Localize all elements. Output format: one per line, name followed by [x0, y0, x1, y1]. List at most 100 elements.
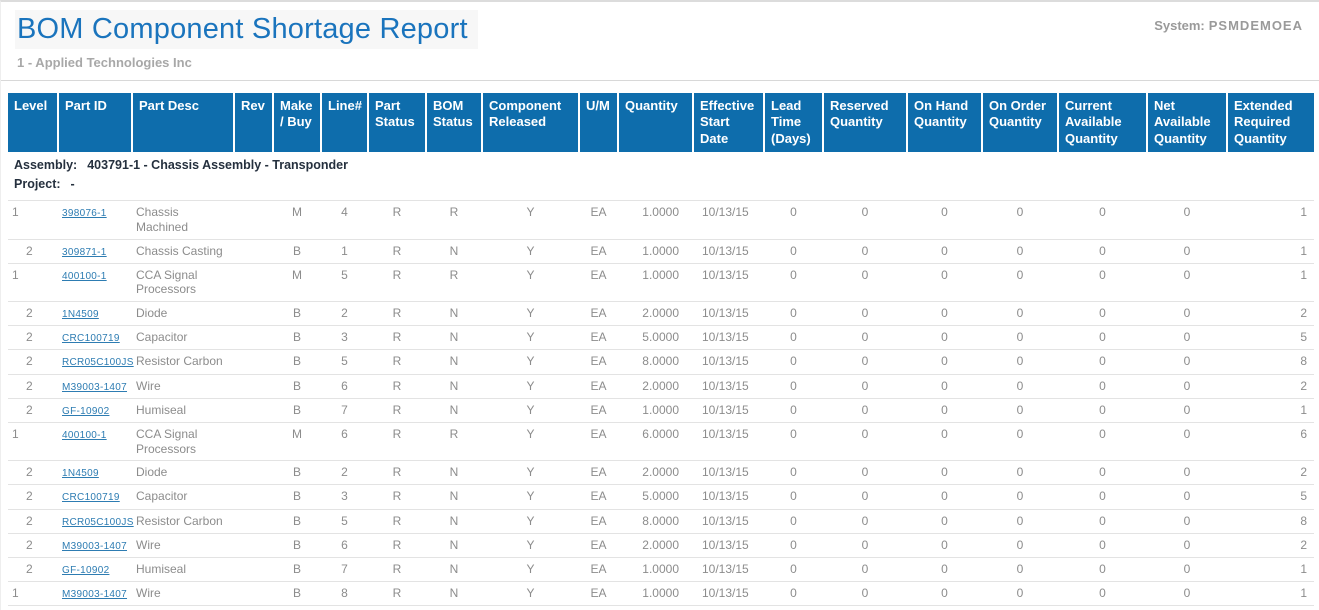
part-id-link[interactable]: GF-10902 — [62, 564, 110, 576]
cell-part_status: R — [368, 605, 426, 610]
cell-on_order: 0 — [982, 484, 1058, 509]
cell-make_buy: B — [273, 373, 321, 399]
cell-make_buy: B — [273, 325, 321, 350]
table-row: 1 400100-1 CCA Signal Processors M 5 R R Y EA 1.0… — [8, 262, 1314, 302]
cell-net_avail: 0 — [1147, 556, 1227, 582]
cell-desc: Chassis Machined — [132, 200, 234, 239]
cell-cur_avail: 0 — [1058, 349, 1147, 374]
cell-released: Y — [482, 581, 579, 606]
cell-ext_req: 5 — [1227, 325, 1314, 350]
cell-part_id: MA100284 — [58, 605, 132, 610]
part-id-link[interactable]: CRC100719 — [62, 492, 120, 504]
cell-make_buy: B — [273, 238, 321, 264]
part-id-link[interactable]: RCR05C100JS — [62, 357, 134, 369]
cell-qty: 2.0000 — [618, 300, 693, 326]
cell-level: 2 — [8, 373, 58, 399]
cell-part_id: 1N4509 — [58, 460, 132, 485]
assembly-label: Assembly: — [14, 157, 78, 172]
cell-level: 2 — [8, 238, 58, 264]
cell-eff_date: 10/13/15 — [693, 460, 764, 485]
cell-um: EA — [579, 581, 618, 606]
cell-make_buy: B — [273, 581, 321, 606]
cell-level: 1 — [8, 421, 58, 461]
cell-bom_status: N — [426, 460, 482, 485]
cell-rev — [234, 421, 273, 461]
part-id-link[interactable]: 309871-1 — [62, 246, 107, 258]
cell-net_avail: 0 — [1147, 581, 1227, 606]
cell-on_hand: 0 — [907, 325, 982, 350]
part-id-link[interactable]: GF-10902 — [62, 405, 110, 417]
part-id-link[interactable]: 400100-1 — [62, 429, 107, 441]
part-id-link[interactable]: CRC100719 — [62, 333, 120, 345]
part-id-link[interactable]: 1N4509 — [62, 308, 99, 320]
cell-level: 1 — [8, 200, 58, 239]
table-header: Level Part ID Part Desc Rev Make / Buy Line# P… — [8, 93, 1314, 152]
cell-level: 2 — [8, 532, 58, 558]
cell-make_buy: B — [273, 460, 321, 485]
cell-bom_status: N — [426, 556, 482, 582]
part-id-link[interactable]: M39003-1407 — [62, 540, 128, 552]
part-id-link[interactable]: M39003-1407 — [62, 381, 128, 393]
cell-level: 1 — [8, 262, 58, 302]
cell-desc: Wire — [132, 373, 234, 399]
cell-desc: Humiseal — [132, 397, 234, 423]
cell-on_hand: 0 — [907, 397, 982, 423]
cell-qty: 1.0000 — [618, 238, 693, 264]
table-row: 1 M39003-1407 Wire B 8 R N Y EA 1.0000 10/13/15 0 0 0… — [8, 581, 1314, 606]
cell-released: Y — [482, 556, 579, 582]
cell-eff_date: 10/13/15 — [693, 508, 764, 534]
cell-lead: 0 — [764, 238, 823, 264]
cell-part_id: 1N4509 — [58, 300, 132, 326]
cell-bom_status: N — [426, 484, 482, 509]
cell-line: 5 — [321, 508, 368, 534]
cell-released: Y — [482, 532, 579, 558]
cell-released: Y — [482, 484, 579, 509]
cell-desc: Diode — [132, 460, 234, 485]
table-row: 1 400100-1 CCA Signal Processors M 6 R R Y EA 6.0… — [8, 421, 1314, 461]
cell-reserved: 0 — [823, 238, 907, 264]
part-id-link[interactable]: 1N4509 — [62, 468, 99, 480]
cell-bom_status: N — [426, 325, 482, 350]
assembly-band: Assembly: 403791-1 - Chassis Assembly - T… — [8, 152, 1314, 201]
cell-desc: Chassis Casting — [132, 238, 234, 264]
cell-bom_status: N — [426, 238, 482, 264]
cell-part_id: CRC100719 — [58, 325, 132, 350]
table-row: 2 1N4509 Diode B 2 R N Y EA 2.0000 10/13/15 0 0 0 0 0 0 2 — [8, 460, 1314, 485]
cell-part_status: R — [368, 397, 426, 423]
cell-part_id: GF-10902 — [58, 397, 132, 423]
cell-on_hand: 0 — [907, 581, 982, 606]
part-id-link[interactable]: M39003-1407 — [62, 589, 128, 601]
table-row: 2 RCR05C100JS Resistor Carbon B 5 R N Y EA 8.0000… — [8, 349, 1314, 374]
cell-part_status: R — [368, 373, 426, 399]
part-id-link[interactable]: 400100-1 — [62, 270, 107, 282]
cell-released: Y — [482, 349, 579, 374]
cell-qty: 1.0000 — [618, 581, 693, 606]
cell-desc: Resistor Carbon — [132, 349, 234, 374]
part-id-link[interactable]: RCR05C100JS — [62, 516, 134, 528]
cell-part_id: RCR05C100JS — [58, 508, 134, 534]
table-row: 2 M39003-1407 Wire B 6 R N Y EA 2.0000 10/13/15 0 0 0… — [8, 373, 1314, 399]
cell-bom_status: R — [426, 605, 482, 610]
cell-on_order: 0 — [982, 325, 1058, 350]
column-header-desc: Part Desc — [131, 93, 234, 152]
part-id-link[interactable]: 398076-1 — [62, 208, 107, 220]
cell-net_avail: 0 — [1147, 460, 1227, 485]
cell-lead: 0 — [764, 397, 823, 423]
cell-net_avail: 0 — [1147, 325, 1227, 350]
cell-cur_avail: 0 — [1058, 300, 1147, 326]
cell-part_status: R — [368, 325, 426, 350]
cell-bom_status: R — [426, 200, 482, 239]
cell-cur_avail: 0 — [1058, 262, 1147, 302]
cell-qty: 1.0000 — [618, 605, 693, 610]
system-label: System: — [1154, 18, 1205, 33]
cell-line: 6 — [321, 532, 368, 558]
table-row: 2 GF-10902 Humiseal B 7 R N Y EA 1.0000 10/13/15 0 0… — [8, 397, 1314, 423]
cell-rev — [234, 238, 273, 264]
cell-desc: Wire — [132, 581, 234, 606]
table-row: 1 398076-1 Chassis Machined M 4 R R Y EA 1.0000 10… — [8, 200, 1314, 239]
cell-um: EA — [579, 200, 618, 239]
header-divider — [1, 80, 1319, 81]
cell-um: EA — [579, 605, 618, 610]
cell-reserved: 0 — [823, 605, 907, 610]
column-header-um: U/M — [578, 93, 618, 152]
